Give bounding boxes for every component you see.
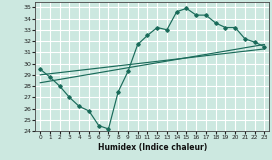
X-axis label: Humidex (Indice chaleur): Humidex (Indice chaleur): [98, 143, 207, 152]
